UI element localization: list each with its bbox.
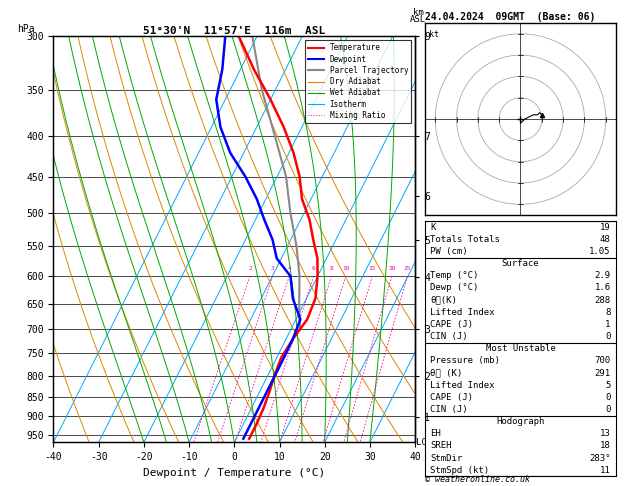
Text: 0: 0: [605, 332, 611, 341]
Text: 1.05: 1.05: [589, 247, 611, 256]
Text: EH: EH: [430, 429, 441, 438]
Text: StmSpd (kt): StmSpd (kt): [430, 466, 489, 475]
Text: θᴄ (K): θᴄ (K): [430, 368, 462, 378]
Text: 24.04.2024  09GMT  (Base: 06): 24.04.2024 09GMT (Base: 06): [425, 12, 595, 22]
Text: 288: 288: [594, 295, 611, 305]
Text: PW (cm): PW (cm): [430, 247, 468, 256]
Text: 700: 700: [594, 356, 611, 365]
Text: Dewp (°C): Dewp (°C): [430, 283, 479, 293]
Text: km: km: [413, 8, 424, 17]
Text: 15: 15: [369, 266, 376, 271]
Text: kt: kt: [429, 30, 439, 38]
Legend: Temperature, Dewpoint, Parcel Trajectory, Dry Adiabat, Wet Adiabat, Isotherm, Mi: Temperature, Dewpoint, Parcel Trajectory…: [305, 40, 411, 123]
Text: hPa: hPa: [18, 24, 35, 35]
Text: 1: 1: [605, 320, 611, 329]
Text: Mixing Ratio (g/kg): Mixing Ratio (g/kg): [430, 225, 440, 319]
X-axis label: Dewpoint / Temperature (°C): Dewpoint / Temperature (°C): [143, 468, 325, 478]
Text: 4: 4: [287, 266, 291, 271]
Text: 8: 8: [330, 266, 333, 271]
Text: Lifted Index: Lifted Index: [430, 308, 495, 317]
Text: CAPE (J): CAPE (J): [430, 320, 474, 329]
Text: Temp (°C): Temp (°C): [430, 271, 479, 280]
Text: 2.9: 2.9: [594, 271, 611, 280]
Text: Most Unstable: Most Unstable: [486, 344, 555, 353]
Text: K: K: [430, 223, 436, 232]
Text: Lifted Index: Lifted Index: [430, 381, 495, 390]
Text: θᴄ(K): θᴄ(K): [430, 295, 457, 305]
Text: 0: 0: [605, 393, 611, 402]
Text: CIN (J): CIN (J): [430, 332, 468, 341]
Text: 25: 25: [404, 266, 411, 271]
Text: 2: 2: [248, 266, 252, 271]
Text: SREH: SREH: [430, 441, 452, 451]
Text: 19: 19: [600, 223, 611, 232]
Text: Totals Totals: Totals Totals: [430, 235, 500, 244]
Text: StmDir: StmDir: [430, 453, 462, 463]
Title: 51°30'N  11°57'E  116m  ASL: 51°30'N 11°57'E 116m ASL: [143, 26, 325, 35]
Text: Pressure (mb): Pressure (mb): [430, 356, 500, 365]
Text: 20: 20: [388, 266, 396, 271]
Text: 1.6: 1.6: [594, 283, 611, 293]
Text: 6: 6: [312, 266, 316, 271]
Text: 8: 8: [605, 308, 611, 317]
Text: 18: 18: [600, 441, 611, 451]
Text: CIN (J): CIN (J): [430, 405, 468, 414]
Text: Surface: Surface: [502, 259, 539, 268]
Text: Hodograph: Hodograph: [496, 417, 545, 426]
Text: 11: 11: [600, 466, 611, 475]
Text: 5: 5: [605, 381, 611, 390]
Text: CAPE (J): CAPE (J): [430, 393, 474, 402]
Text: 0: 0: [605, 405, 611, 414]
Text: © weatheronline.co.uk: © weatheronline.co.uk: [425, 474, 530, 484]
Text: 13: 13: [600, 429, 611, 438]
Text: 10: 10: [342, 266, 350, 271]
Text: 291: 291: [594, 368, 611, 378]
Text: 283°: 283°: [589, 453, 611, 463]
Text: LCL: LCL: [416, 438, 432, 447]
Text: 3: 3: [270, 266, 274, 271]
Text: 48: 48: [600, 235, 611, 244]
Text: ASL: ASL: [410, 15, 426, 24]
